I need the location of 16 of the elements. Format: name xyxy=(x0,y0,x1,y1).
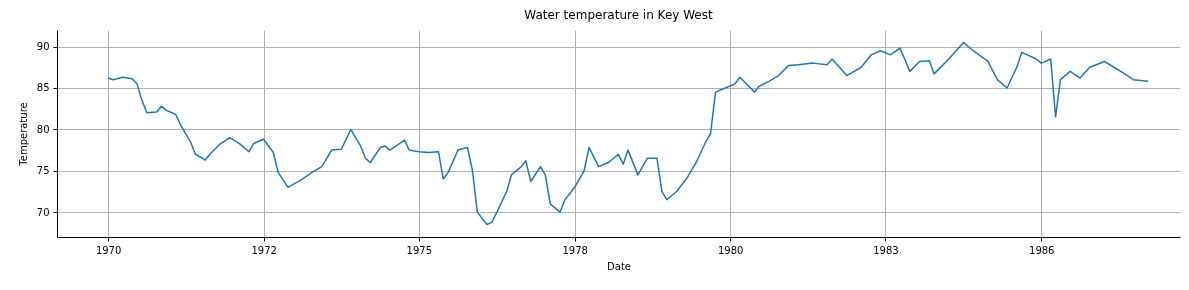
chart-title: Water temperature in Key West xyxy=(524,8,713,22)
y-tick-label: 85 xyxy=(36,82,50,94)
y-axis-title: Temperature xyxy=(17,102,29,167)
y-tick-label: 80 xyxy=(36,123,50,135)
x-tick-label: 1980 xyxy=(717,244,744,256)
x-tick-label: 1978 xyxy=(562,244,588,256)
y-tick-label: 70 xyxy=(36,206,50,218)
x-tick-label: 1970 xyxy=(95,244,122,256)
y-tick-label: 75 xyxy=(36,165,50,177)
y-tick-label: 90 xyxy=(36,41,50,53)
x-axis-title: Date xyxy=(607,260,631,272)
x-tick-label: 1986 xyxy=(1029,244,1055,256)
x-tick-label: 1983 xyxy=(873,244,899,256)
x-tick-label: 1975 xyxy=(406,244,433,256)
line-series xyxy=(107,41,1149,226)
x-tick-label: 1972 xyxy=(251,244,277,256)
